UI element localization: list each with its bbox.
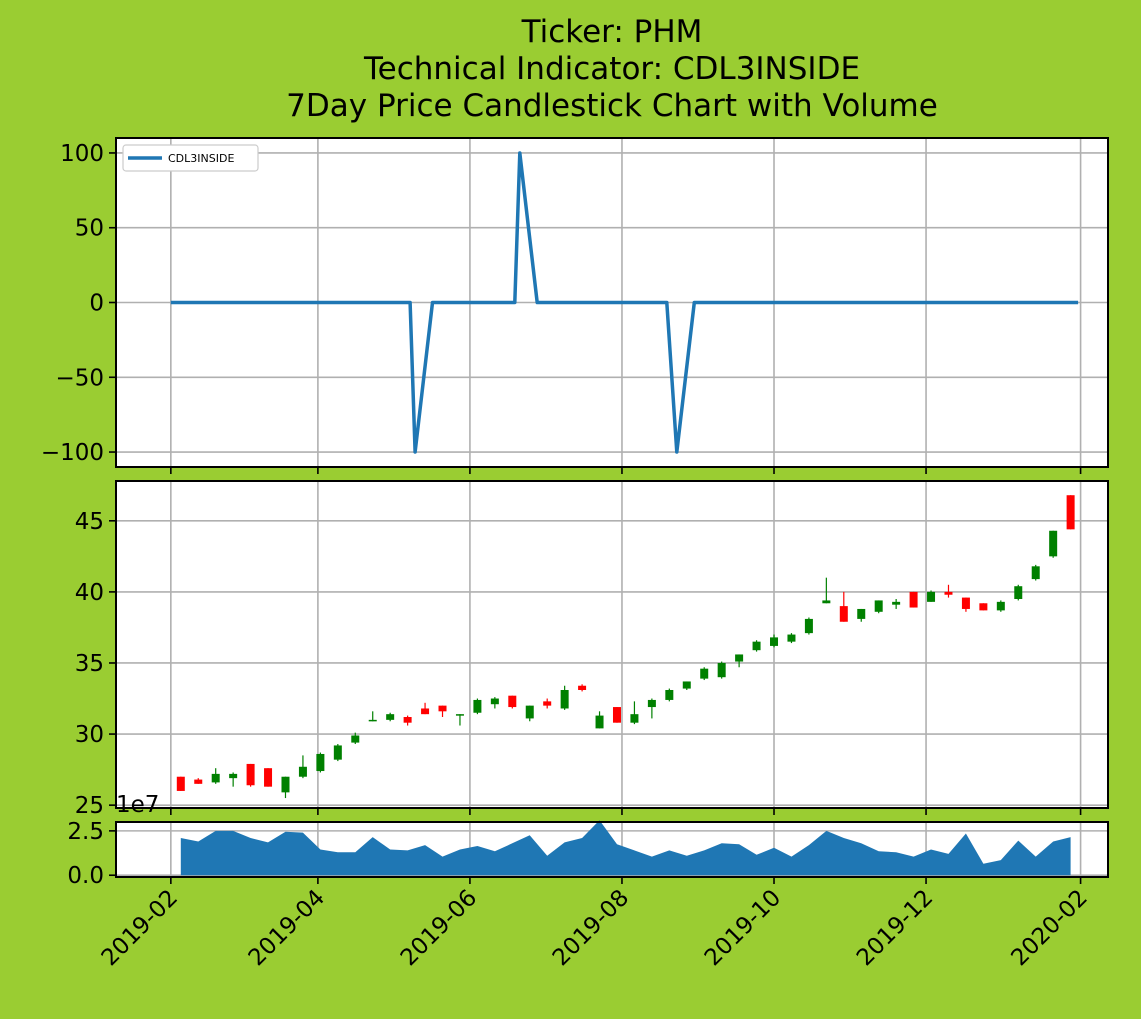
candle-body bbox=[229, 773, 238, 779]
candle-body bbox=[333, 745, 342, 760]
x-tick-label: 2019-08 bbox=[548, 885, 634, 971]
candle-body bbox=[927, 591, 936, 602]
volume-axes: 2.5 0.0 1e7 2019-02 2019-04 2019-06 2019-08 201… bbox=[67, 792, 1109, 971]
candle-body bbox=[1066, 495, 1075, 530]
chart-title: Ticker: PHM Technical Indicator: CDL3INS… bbox=[116, 14, 1108, 125]
candle-body bbox=[752, 641, 761, 651]
candle-body bbox=[246, 763, 255, 786]
candle-body bbox=[298, 766, 307, 777]
candle-body bbox=[700, 668, 709, 679]
indicator-ytick-label: −100 bbox=[41, 440, 104, 466]
candle-body bbox=[909, 591, 918, 608]
candle-body bbox=[386, 714, 395, 720]
candle-body bbox=[403, 717, 412, 723]
price-ytick-label: 40 bbox=[75, 580, 104, 606]
price-axes: 45 40 35 30 25 bbox=[75, 480, 1109, 819]
candle-body bbox=[612, 707, 621, 723]
candle-body bbox=[647, 699, 656, 708]
candle-body bbox=[560, 689, 569, 709]
cdl3inside-line bbox=[170, 151, 1079, 454]
candle-body bbox=[455, 714, 464, 716]
candle-body bbox=[421, 708, 430, 715]
candle-body bbox=[804, 618, 813, 634]
legend-label: CDL3INSIDE bbox=[168, 152, 234, 165]
indicator-ytick-label: 0 bbox=[89, 291, 104, 317]
volume-ytick-label: 0.0 bbox=[67, 863, 104, 889]
candle-body bbox=[543, 701, 552, 706]
candle-body bbox=[351, 735, 360, 743]
x-tick-label: 2020-02 bbox=[1006, 885, 1092, 971]
candle-body bbox=[176, 776, 185, 791]
price-ytick-label: 45 bbox=[75, 509, 104, 535]
title-line-indicator: Technical Indicator: CDL3INSIDE bbox=[363, 51, 861, 87]
candle-body bbox=[822, 600, 831, 604]
indicator-ytick-label: 50 bbox=[75, 216, 104, 242]
candle-body bbox=[630, 714, 639, 723]
candle-body bbox=[944, 591, 953, 595]
price-ytick-label: 35 bbox=[75, 651, 104, 677]
x-tick-label: 2019-10 bbox=[700, 885, 786, 971]
candle-body bbox=[264, 768, 273, 787]
price-ytick-label: 25 bbox=[75, 793, 104, 819]
x-tick-label: 2019-04 bbox=[244, 885, 330, 971]
candle-body bbox=[996, 601, 1005, 611]
candle-body bbox=[194, 779, 203, 784]
price-ytick-label: 30 bbox=[75, 722, 104, 748]
legend-box bbox=[122, 144, 259, 172]
candle-body bbox=[1014, 586, 1023, 600]
candle-body bbox=[490, 698, 499, 705]
candle-body bbox=[857, 608, 866, 619]
indicator-frame bbox=[115, 137, 1109, 468]
candle-body bbox=[839, 606, 848, 622]
candle-body bbox=[874, 600, 883, 612]
candle-body bbox=[578, 685, 587, 690]
indicator-ytick-label: −50 bbox=[55, 365, 104, 391]
x-tick-label: 2019-12 bbox=[852, 885, 938, 971]
candle-body bbox=[979, 603, 988, 611]
candle-body bbox=[735, 654, 744, 662]
legend: CDL3INSIDE bbox=[122, 144, 259, 172]
candle-body bbox=[892, 601, 901, 605]
x-tick-label: 2019-02 bbox=[97, 885, 183, 971]
volume-frame bbox=[115, 821, 1109, 878]
candle-body bbox=[682, 681, 691, 689]
indicator-axes: CDL3INSIDE 100 50 0 −50 −100 bbox=[41, 137, 1109, 474]
candle-body bbox=[595, 715, 604, 729]
candle-body bbox=[717, 662, 726, 678]
candle-body bbox=[473, 699, 482, 713]
price-frame bbox=[115, 480, 1109, 809]
candle-body bbox=[1049, 530, 1058, 557]
candle-body bbox=[368, 719, 377, 722]
candle-body bbox=[211, 773, 220, 783]
indicator-ytick-label: 100 bbox=[60, 141, 104, 167]
candle-body bbox=[787, 634, 796, 642]
title-line-chart-type: 7Day Price Candlestick Chart with Volume bbox=[286, 88, 938, 124]
candle-body bbox=[770, 637, 779, 646]
volume-ytick-label: 2.5 bbox=[67, 819, 104, 845]
candle-body bbox=[316, 753, 325, 772]
x-tick-label: 2019-06 bbox=[396, 885, 482, 971]
candle-body bbox=[438, 705, 447, 712]
volume-area bbox=[180, 820, 1071, 876]
candle-body bbox=[281, 776, 290, 793]
price-plot-area bbox=[116, 481, 1108, 808]
candle-body bbox=[961, 597, 970, 609]
title-line-ticker: Ticker: PHM bbox=[521, 14, 703, 50]
candle-body bbox=[1031, 566, 1040, 580]
candle-body bbox=[665, 689, 674, 700]
volume-offset-label: 1e7 bbox=[116, 792, 159, 818]
candle-body bbox=[525, 705, 534, 719]
candle-body bbox=[508, 695, 517, 708]
